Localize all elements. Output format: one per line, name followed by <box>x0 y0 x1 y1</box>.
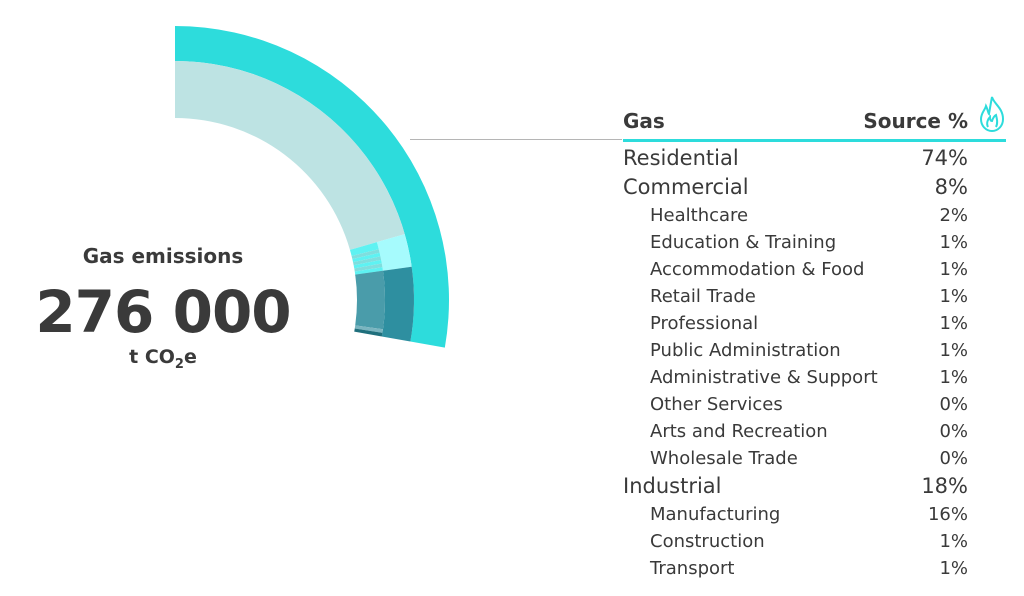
arc-construction <box>354 325 383 333</box>
header-underline <box>623 139 1006 142</box>
row-name: Arts and Recreation <box>650 421 828 442</box>
row-percent: 1% <box>939 313 968 334</box>
arc-industrial <box>381 266 414 342</box>
row-percent: 1% <box>939 286 968 307</box>
arc-administrative-support <box>354 267 383 275</box>
summary-unit: t CO2e <box>129 346 197 372</box>
flame-icon <box>979 96 1005 133</box>
arc-public-administration <box>354 263 383 272</box>
summary-label: Gas emissions <box>82 244 244 268</box>
row-percent: 0% <box>939 421 968 442</box>
row-name: Education & Training <box>650 232 837 253</box>
header-gas: Gas <box>623 109 665 133</box>
arc-manufacturing <box>355 270 385 330</box>
arc-retail-trade <box>353 256 382 266</box>
table-row: Manufacturing 16% <box>623 501 968 528</box>
table-row: Accommodation & Food 1% <box>623 256 968 283</box>
row-name: Commercial <box>623 175 749 199</box>
table-row: Administrative & Support 1% <box>623 364 968 391</box>
arc-education-training <box>351 249 380 260</box>
row-percent: 1% <box>939 259 968 280</box>
table-row: Wholesale Trade 0% <box>623 445 968 472</box>
table-header: Gas Source % <box>623 106 968 136</box>
row-name: Transport <box>650 558 735 579</box>
table-row: Transport 1% <box>623 555 968 582</box>
summary-value: 276 000 <box>35 278 291 346</box>
row-percent: 1% <box>939 340 968 361</box>
arc-professional <box>353 259 382 269</box>
row-name: Healthcare <box>650 205 749 226</box>
row-name: Other Services <box>650 394 783 415</box>
row-percent: 1% <box>939 367 968 388</box>
arc-total-gas <box>175 26 449 348</box>
arc-residential <box>175 61 405 250</box>
source-table: Gas Source % Residential 74% Commercial 8% H… <box>623 96 1006 582</box>
row-name: Accommodation & Food <box>650 259 865 280</box>
table-rows: Residential 74% Commercial 8% Healthcare 2% Ed… <box>623 144 968 582</box>
row-name: Residential <box>623 146 739 170</box>
row-percent: 74% <box>921 146 968 170</box>
table-row: Education & Training 1% <box>623 229 968 256</box>
row-name: Professional <box>650 313 759 334</box>
leader-line <box>410 139 622 140</box>
table-row: Professional 1% <box>623 310 968 337</box>
row-name: Wholesale Trade <box>650 448 798 469</box>
arc-healthcare <box>349 242 379 256</box>
table-row: Other Services 0% <box>623 391 968 418</box>
table-row: Commercial 8% <box>623 173 968 202</box>
row-name: Construction <box>650 531 765 552</box>
row-name: Public Administration <box>650 340 841 361</box>
sunburst-chart <box>175 26 449 348</box>
row-percent: 1% <box>939 558 968 579</box>
table-row: Arts and Recreation 0% <box>623 418 968 445</box>
arc-commercial <box>376 234 412 271</box>
table-row: Residential 74% <box>623 144 968 173</box>
table-row: Public Administration 1% <box>623 337 968 364</box>
row-percent: 18% <box>921 474 968 498</box>
table-row: Construction 1% <box>623 528 968 555</box>
row-name: Manufacturing <box>650 504 781 525</box>
row-percent: 8% <box>934 175 968 199</box>
row-percent: 1% <box>939 531 968 552</box>
row-name: Industrial <box>623 474 722 498</box>
row-name: Administrative & Support <box>650 367 878 388</box>
table-row: Retail Trade 1% <box>623 283 968 310</box>
row-percent: 16% <box>927 504 968 525</box>
row-percent: 1% <box>939 232 968 253</box>
row-name: Retail Trade <box>650 286 756 307</box>
row-percent: 2% <box>939 205 968 226</box>
arc-transport <box>354 328 383 337</box>
table-row: Healthcare 2% <box>623 202 968 229</box>
row-percent: 0% <box>939 394 968 415</box>
header-source: Source % <box>863 109 968 133</box>
row-percent: 0% <box>939 448 968 469</box>
table-row: Industrial 18% <box>623 472 968 501</box>
arc-accommodation-food <box>352 252 381 263</box>
